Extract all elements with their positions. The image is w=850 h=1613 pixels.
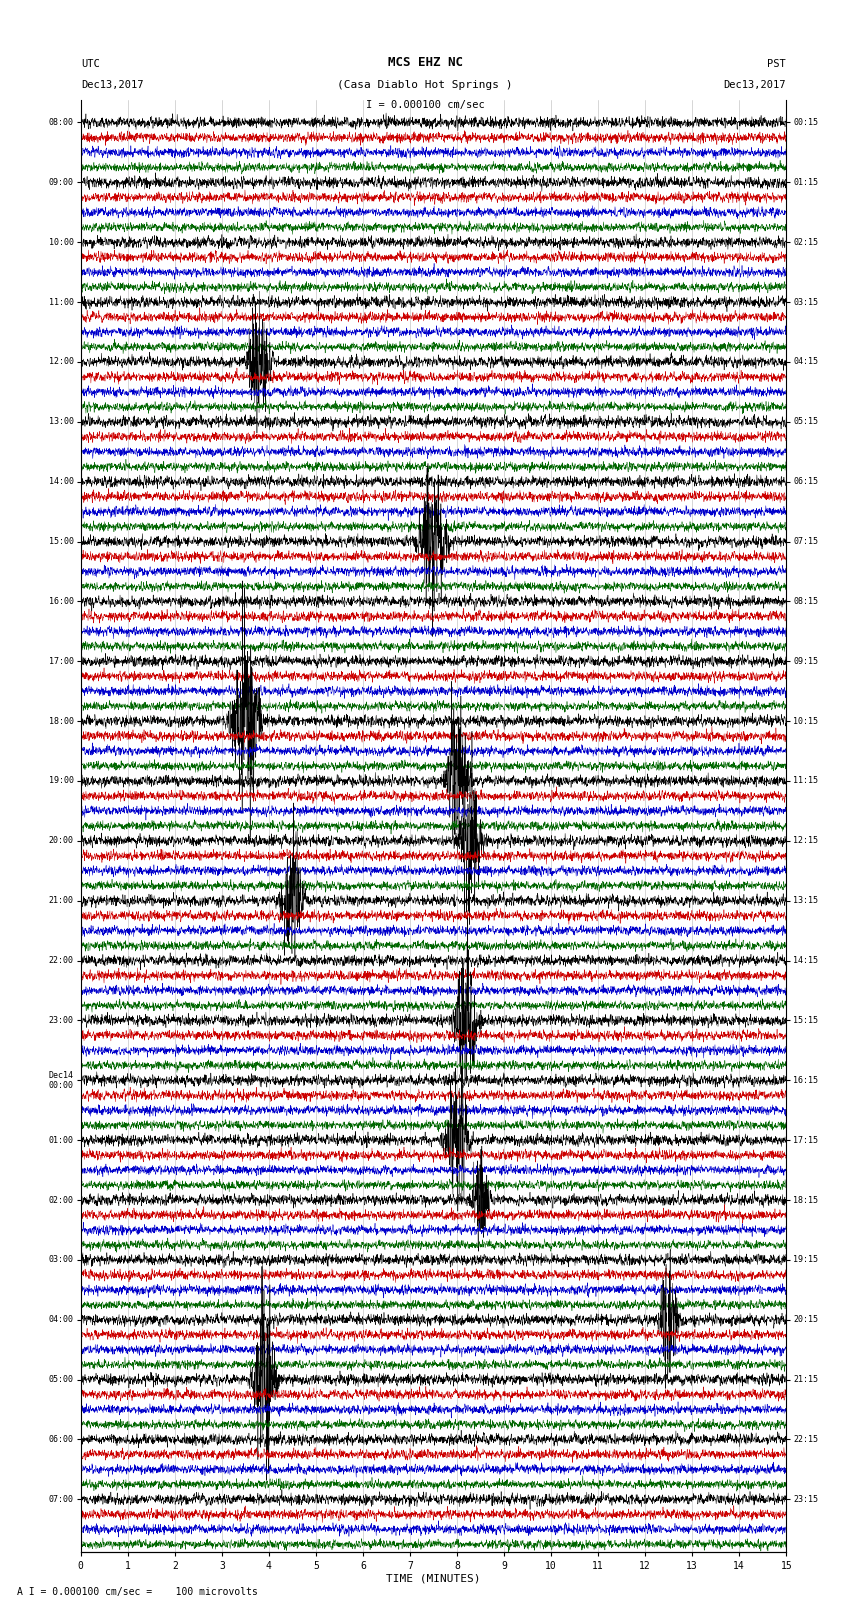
Text: Dec13,2017: Dec13,2017 <box>81 81 144 90</box>
Text: (Casa Diablo Hot Springs ): (Casa Diablo Hot Springs ) <box>337 81 513 90</box>
Text: MCS EHZ NC: MCS EHZ NC <box>388 56 462 69</box>
Text: A I = 0.000100 cm/sec =    100 microvolts: A I = 0.000100 cm/sec = 100 microvolts <box>17 1587 258 1597</box>
Text: I = 0.000100 cm/sec: I = 0.000100 cm/sec <box>366 100 484 110</box>
Text: PST: PST <box>768 60 786 69</box>
Text: Dec13,2017: Dec13,2017 <box>723 81 786 90</box>
Text: UTC: UTC <box>81 60 99 69</box>
X-axis label: TIME (MINUTES): TIME (MINUTES) <box>386 1574 481 1584</box>
